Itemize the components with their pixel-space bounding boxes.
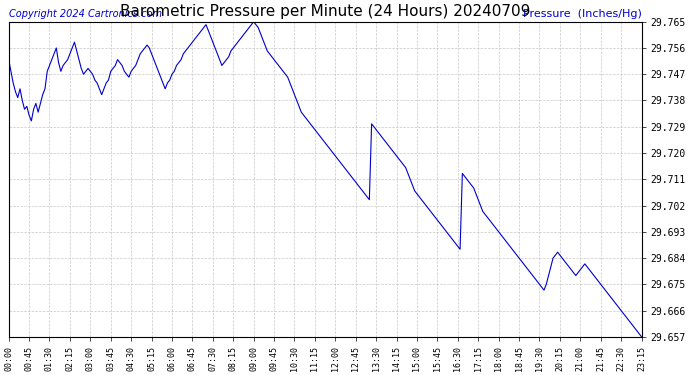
Text: Copyright 2024 Cartronics.com: Copyright 2024 Cartronics.com — [9, 9, 161, 19]
Text: Pressure  (Inches/Hg): Pressure (Inches/Hg) — [523, 9, 642, 19]
Title: Barometric Pressure per Minute (24 Hours) 20240709: Barometric Pressure per Minute (24 Hours… — [120, 4, 531, 19]
